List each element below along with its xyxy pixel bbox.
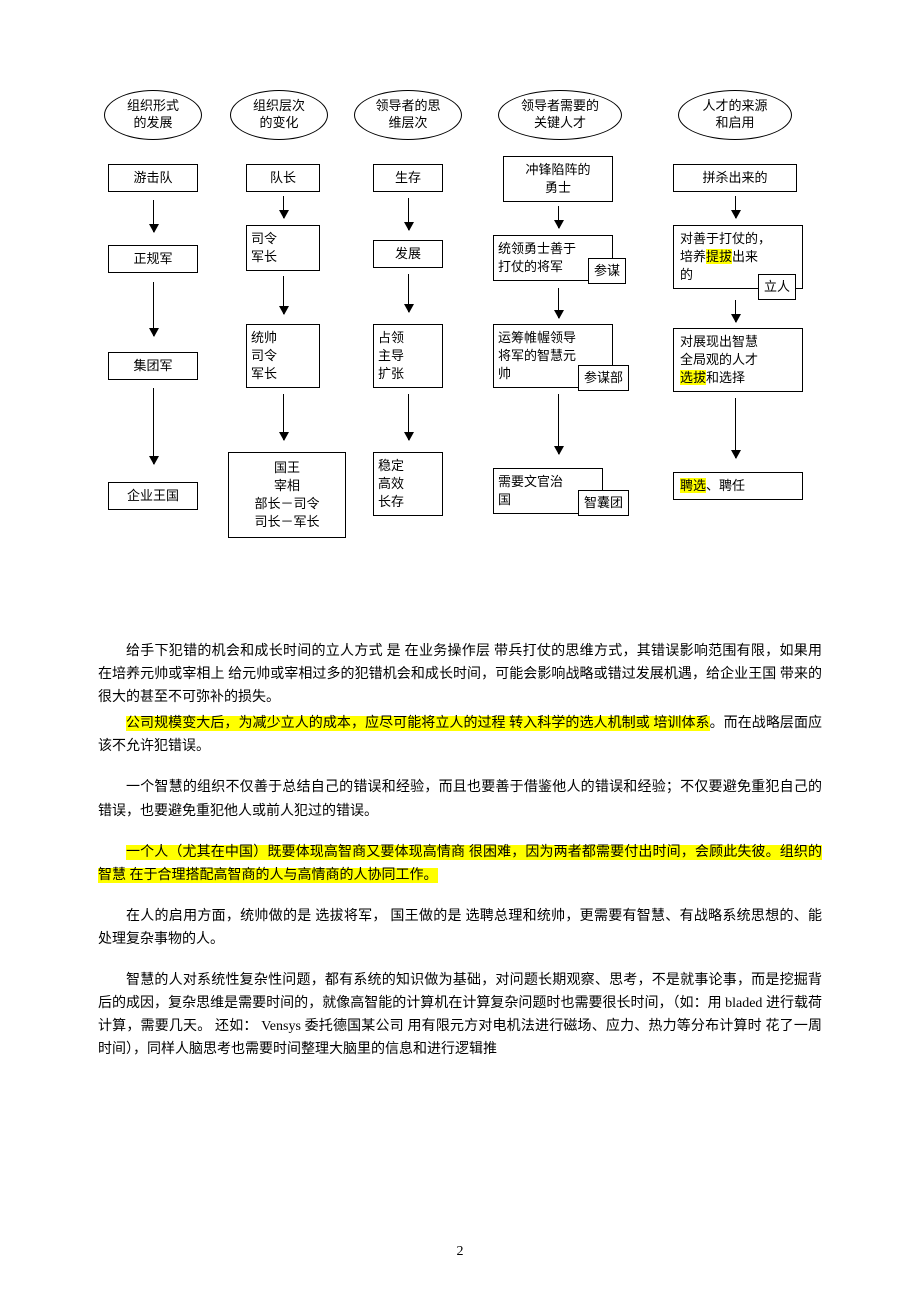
paragraph-4: 一个人（尤其在中国）既要体现高智商又要体现高情商 很困难，因为两者都需要付出时间…	[98, 841, 822, 887]
header-1: 组织形式 的发展	[104, 90, 202, 140]
paragraph-1: 给手下犯错的机会和成长时间的立人方式 是 在业务操作层 带兵打仗的思维方式，其错…	[98, 640, 822, 709]
c2-r3-l2: 司令	[251, 347, 277, 365]
header-5-l1: 人才的来源	[702, 98, 767, 115]
c2-r2: 司令 军长	[246, 225, 320, 271]
arrow	[408, 274, 409, 312]
arrow	[283, 276, 284, 314]
header-3: 领导者的思 维层次	[354, 90, 462, 140]
c5-r3-l2: 全局观的人才	[680, 351, 758, 369]
header-2-l2: 的变化	[259, 115, 298, 132]
arrow	[153, 388, 154, 464]
c3-r3: 占领 主导 扩张	[373, 324, 443, 388]
c5-r2-l1: 对善于打仗的，	[680, 230, 771, 248]
c3-r3-l2: 主导	[378, 347, 404, 365]
c2-r1: 队长	[246, 164, 320, 192]
paragraph-2: 公司规模变大后，为减少立人的成本，应尽可能将立人的过程 转入科学的选人机制或 培…	[98, 712, 822, 758]
c2-r2-l2: 军长	[251, 248, 277, 266]
c3-r4: 稳定 高效 长存	[373, 452, 443, 516]
paragraph-5: 在人的启用方面，统帅做的是 选拔将军， 国王做的是 选聘总理和统帅，更需要有智慧…	[98, 905, 822, 951]
c4-r2-l1: 统领勇士善于	[498, 240, 576, 258]
c5-r2-side: 立人	[758, 274, 796, 300]
c5-r2-l2: 培养提拔出来	[680, 248, 758, 266]
c4-r2-side: 参谋	[588, 258, 626, 284]
c5-r4: 聘选、聘任	[673, 472, 803, 500]
c5-r3-l3: 选拔和选择	[680, 369, 745, 387]
paragraph-3: 一个智慧的组织不仅善于总结自己的错误和经验，而且也要善于借鉴他人的错误和经验；不…	[98, 776, 822, 822]
c4-r3-l1: 运筹帷幄领导	[498, 329, 576, 347]
c4-r2-l2: 打仗的将军	[498, 258, 563, 276]
page-number: 2	[0, 1241, 920, 1262]
c4-r1-l2: 勇士	[545, 179, 571, 197]
c2-r3: 统帅 司令 军长	[246, 324, 320, 388]
header-3-l2: 维层次	[388, 115, 427, 132]
c2-r2-l1: 司令	[251, 230, 277, 248]
c3-r4-l2: 高效	[378, 475, 404, 493]
c2-r4-l3: 部长－司令	[254, 495, 319, 513]
paragraph-6: 智慧的人对系统性复杂性问题，都有系统的知识做为基础，对问题长期观察、思考，不是就…	[98, 969, 822, 1061]
c3-r1: 生存	[373, 164, 443, 192]
arrow	[408, 394, 409, 440]
flowchart: 组织形式 的发展 组织层次 的变化 领导者的思 维层次 领导者需要的 关键人才 …	[98, 90, 822, 610]
c2-r3-l3: 军长	[251, 365, 277, 383]
c4-r4-l2: 国	[498, 491, 511, 509]
arrow	[283, 394, 284, 440]
arrow	[735, 398, 736, 458]
c4-r3-side: 参谋部	[578, 365, 629, 391]
header-4: 领导者需要的 关键人才	[498, 90, 622, 140]
header-2: 组织层次 的变化	[230, 90, 328, 140]
c1-r1: 游击队	[108, 164, 198, 192]
c2-r3-l1: 统帅	[251, 329, 277, 347]
header-2-l1: 组织层次	[253, 98, 305, 115]
arrow	[558, 394, 559, 454]
header-4-l2: 关键人才	[534, 115, 586, 132]
header-5-l2: 和启用	[715, 115, 754, 132]
c5-r3: 对展现出智慧 全局观的人才 选拔和选择	[673, 328, 803, 392]
arrow	[558, 288, 559, 318]
arrow	[153, 200, 154, 232]
header-1-l2: 的发展	[133, 115, 172, 132]
arrow	[408, 198, 409, 230]
c1-r4: 企业王国	[108, 482, 198, 510]
c4-r1-l1: 冲锋陷阵的	[525, 161, 590, 179]
header-4-l1: 领导者需要的	[521, 98, 599, 115]
arrow	[735, 300, 736, 322]
c4-r4-l1: 需要文官治	[498, 473, 563, 491]
header-3-l1: 领导者的思	[375, 98, 440, 115]
c3-r2: 发展	[373, 240, 443, 268]
c2-r4-l4: 司长－军长	[254, 513, 319, 531]
c4-r1: 冲锋陷阵的 勇士	[503, 156, 613, 202]
c1-r3: 集团军	[108, 352, 198, 380]
c3-r3-l1: 占领	[378, 329, 404, 347]
c3-r4-l3: 长存	[378, 493, 404, 511]
c4-r4-side: 智囊团	[578, 490, 629, 516]
c2-r4-l1: 国王	[274, 459, 300, 477]
header-1-l1: 组织形式	[127, 98, 179, 115]
c1-r2: 正规军	[108, 245, 198, 273]
arrow	[283, 196, 284, 218]
arrow	[153, 282, 154, 336]
c5-r3-l1: 对展现出智慧	[680, 333, 758, 351]
c2-r4-l2: 宰相	[274, 477, 300, 495]
arrow	[735, 196, 736, 218]
c5-r2-l3: 的	[680, 266, 693, 284]
arrow	[558, 206, 559, 228]
c2-r4: 国王 宰相 部长－司令 司长－军长	[228, 452, 346, 538]
c5-r1: 拼杀出来的	[673, 164, 797, 192]
header-5: 人才的来源 和启用	[678, 90, 792, 140]
c3-r4-l1: 稳定	[378, 457, 404, 475]
c4-r3-l3: 帅	[498, 365, 511, 383]
c4-r3-l2: 将军的智慧元	[498, 347, 576, 365]
c3-r3-l3: 扩张	[378, 365, 404, 383]
